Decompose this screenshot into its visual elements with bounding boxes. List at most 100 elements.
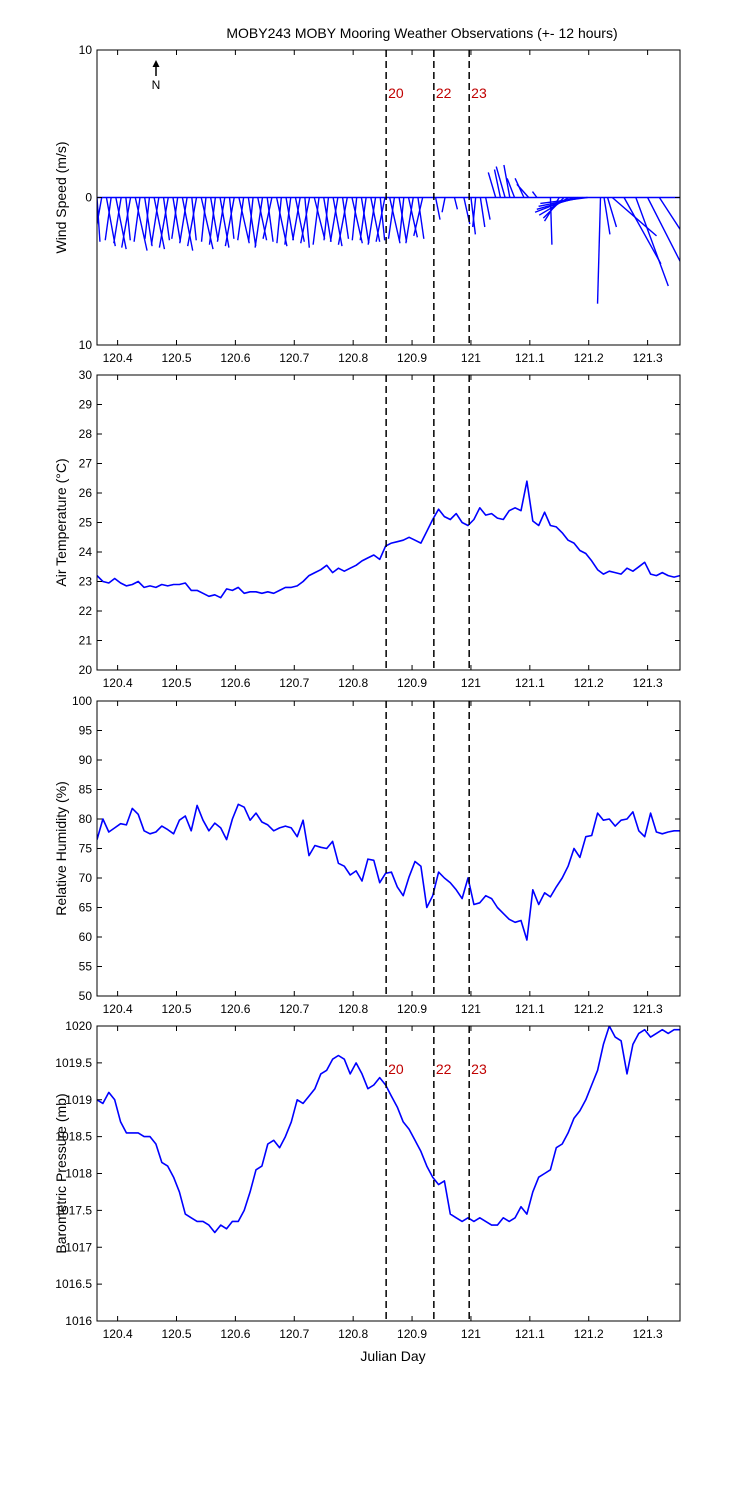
y-tick-label: 0: [85, 191, 92, 205]
wind-stick: [387, 197, 396, 239]
wind-stick: [125, 197, 131, 241]
wind-stick: [97, 197, 103, 228]
wind-stick: [441, 197, 446, 213]
y-tick-label: 1018: [65, 1167, 92, 1181]
x-tick-label: 121.2: [574, 676, 604, 690]
x-tick-label: 120.7: [279, 351, 309, 365]
wind-stick: [479, 197, 486, 228]
y-tick-label: 70: [79, 871, 93, 885]
wind-stick: [257, 197, 268, 241]
wind-stick: [200, 197, 207, 242]
y-tick-label: 27: [79, 457, 93, 471]
wind-stick: [186, 197, 198, 247]
wind-stick: [254, 197, 264, 248]
x-tick-label: 120.9: [397, 351, 427, 365]
wind-stick: [603, 197, 611, 235]
x-tick-label: 121.1: [515, 1327, 545, 1341]
y-tick-label: 1017.5: [55, 1203, 92, 1217]
x-tick-label: 121: [461, 1002, 481, 1016]
x-tick-label: 120.9: [397, 1327, 427, 1341]
wind-stick: [144, 197, 153, 247]
chart-title: MOBY243 MOBY Mooring Weather Observation…: [226, 25, 617, 41]
x-tick-label: 120.9: [397, 676, 427, 690]
x-tick-label: 120.9: [397, 1002, 427, 1016]
y-tick-label: 75: [79, 842, 93, 856]
x-tick-label: 121.2: [574, 351, 604, 365]
y-tick-label: 1016: [65, 1314, 92, 1328]
y-tick-label: 25: [79, 516, 93, 530]
wind-stick: [379, 197, 386, 241]
wind-stick: [398, 197, 408, 242]
x-tick-label: 121.1: [515, 351, 545, 365]
x-tick-label: 120.7: [279, 1327, 309, 1341]
y-tick-label: 21: [79, 634, 93, 648]
wind-stick: [285, 197, 295, 241]
wind-stick: [375, 197, 386, 242]
y-axis-label: Relative Humidity (%): [53, 781, 69, 916]
x-tick-label: 121.1: [515, 676, 545, 690]
x-tick-label: 120.8: [338, 351, 368, 365]
x-tick-label: 120.4: [103, 1327, 133, 1341]
wind-stick: [472, 197, 477, 228]
y-tick-label: 1019.5: [55, 1056, 92, 1070]
y-tick-label: 1019: [65, 1093, 92, 1107]
x-tick-label: 120.4: [103, 351, 133, 365]
wind-stick: [623, 197, 662, 265]
x-tick-label: 121.3: [633, 1002, 663, 1016]
x-tick-label: 121.2: [574, 1327, 604, 1341]
wind-stick: [153, 197, 166, 250]
x-tick-label: 121: [461, 351, 481, 365]
wind-stick: [531, 191, 538, 198]
wind-stick: [646, 197, 680, 263]
wind-stick: [503, 164, 511, 198]
y-tick-label: 10: [79, 43, 93, 57]
panel-3: 50 55 60 65 70 75 80 85 90 95 100 120.4 120.5 120.6 12…: [53, 694, 681, 1016]
x-tick-label: 120.5: [161, 351, 191, 365]
wind-stick: [434, 197, 441, 220]
event-label: 22: [436, 1061, 452, 1077]
x-tick-label: 121.3: [633, 1327, 663, 1341]
wind-stick: [228, 197, 235, 239]
wind-stick: [292, 197, 301, 241]
y-tick-label: 1016.5: [55, 1277, 92, 1291]
y-tick-label: 26: [79, 486, 93, 500]
x-tick-label: 120.7: [279, 1002, 309, 1016]
wind-stick: [144, 197, 151, 239]
wind-stick: [158, 197, 169, 248]
wind-stick: [359, 197, 367, 241]
wind-stick: [224, 197, 235, 247]
wind-stick: [506, 178, 516, 198]
plot-frame: [96, 700, 681, 997]
y-tick-label: 100: [72, 694, 92, 708]
wind-stick: [262, 197, 273, 239]
event-label: 23: [471, 1061, 487, 1077]
wind-stick: [300, 197, 311, 244]
wind-stick: [276, 197, 283, 244]
wind-stick: [181, 197, 194, 251]
y-tick-label: 10: [79, 338, 93, 352]
wind-stick: [238, 197, 250, 244]
wind-stick: [540, 196, 588, 205]
y-axis-label: Wind Speed (m/s): [53, 141, 69, 253]
wind-stick: [171, 197, 179, 239]
wind-stick: [133, 197, 141, 242]
event-label: 20: [388, 1061, 404, 1077]
wind-stick: [360, 197, 370, 244]
wind-stick: [113, 197, 122, 244]
wind-stick: [247, 197, 257, 247]
x-tick-label: 120.5: [161, 1327, 191, 1341]
wind-stick: [115, 197, 127, 250]
y-tick-label: 1017: [65, 1240, 92, 1254]
event-label: 20: [388, 85, 404, 101]
y-tick-label: 30: [79, 368, 93, 382]
wind-stick: [413, 197, 424, 237]
data-line: [97, 803, 680, 941]
wind-stick: [516, 183, 530, 198]
y-tick-label: 80: [79, 812, 93, 826]
y-tick-label: 1018.5: [55, 1130, 92, 1144]
event-label: 23: [471, 85, 487, 101]
y-tick-label: 28: [79, 427, 93, 441]
y-tick-label: 1020: [65, 1019, 92, 1033]
